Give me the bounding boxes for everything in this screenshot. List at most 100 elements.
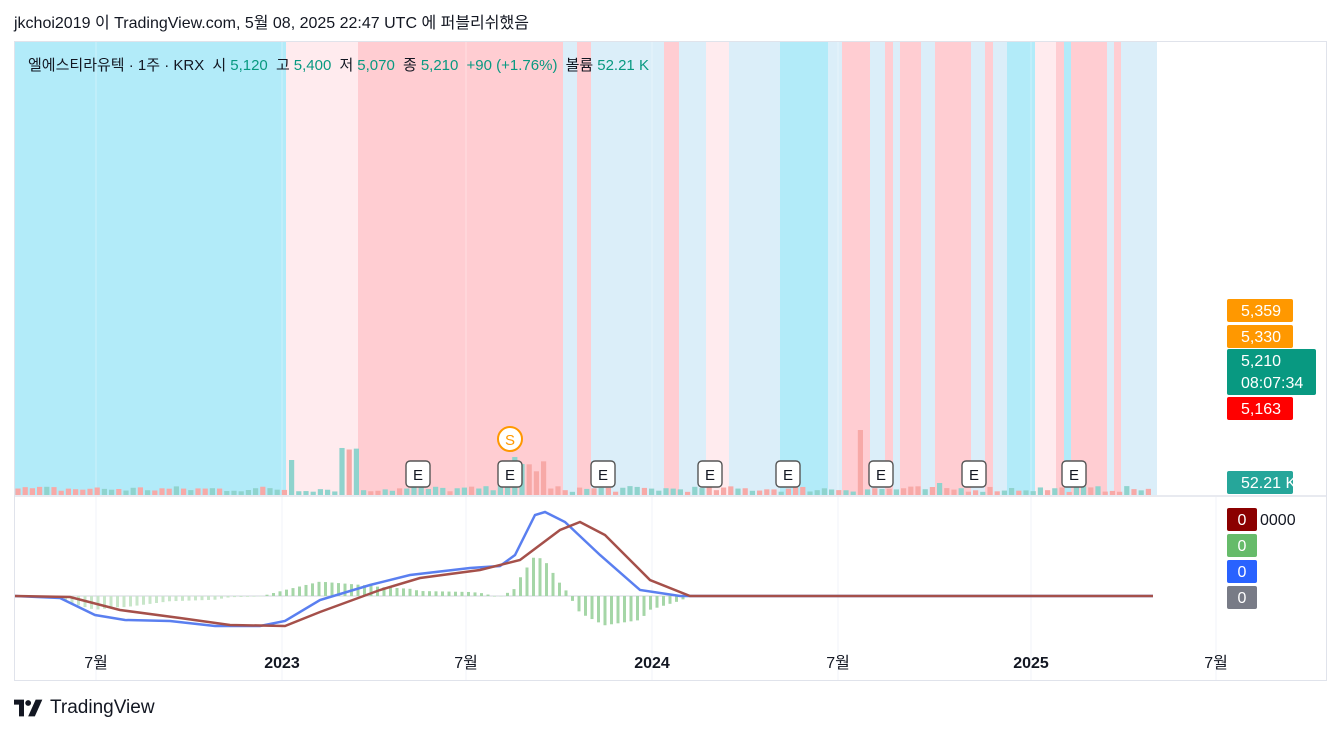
volume-bar	[814, 490, 820, 495]
volume-bar	[706, 486, 712, 495]
split-marker-icon[interactable]: S	[497, 426, 523, 452]
volume-bar	[1045, 490, 1051, 495]
volume-bar	[994, 491, 1000, 495]
regime-band	[828, 42, 842, 495]
open-label: 시	[212, 57, 227, 74]
macd-histogram-bar	[363, 585, 366, 596]
volume-bar	[130, 487, 136, 495]
volume-bar	[865, 489, 871, 495]
volume-bar	[893, 489, 899, 495]
price-badge-bg	[1227, 349, 1316, 395]
volume-bar	[1109, 490, 1115, 495]
macd-histogram-bar	[265, 594, 269, 596]
macd-histogram-bar	[525, 567, 529, 596]
price-badge: 5,163	[1227, 397, 1293, 420]
macd-histogram-bar	[239, 596, 243, 597]
event-marker-icon[interactable]: E	[497, 460, 523, 488]
regime-band	[1035, 42, 1056, 495]
volume-bar	[656, 490, 662, 495]
event-marker-box	[775, 460, 801, 488]
regime-band	[679, 42, 706, 495]
macd-histogram-bar	[226, 596, 230, 598]
volume-bar	[699, 488, 705, 495]
volume-bar	[908, 486, 914, 495]
macd-histogram-bar	[415, 590, 418, 596]
macd-histogram-bar	[259, 596, 262, 597]
macd-value-badge: 0	[1227, 534, 1257, 557]
macd-histogram-bar	[70, 596, 74, 604]
macd-histogram-bar	[135, 596, 139, 606]
volume-bar	[721, 487, 727, 495]
macd-histogram-bar	[577, 596, 581, 612]
event-marker-icon[interactable]: E	[405, 460, 431, 488]
macd-histogram-bar	[545, 563, 548, 596]
event-marker-box	[697, 460, 723, 488]
macd-histogram-bar	[109, 596, 113, 609]
event-marker-box	[1061, 460, 1087, 488]
macd-histogram-bar	[356, 584, 360, 596]
event-marker-label: E	[413, 467, 423, 484]
event-marker-icon[interactable]: E	[590, 460, 616, 488]
macd-histogram-bar	[473, 592, 477, 596]
volume-bar	[922, 489, 928, 495]
volume-bar	[901, 488, 907, 495]
event-marker-icon[interactable]: E	[1061, 460, 1087, 488]
volume-bar	[548, 488, 554, 495]
volume-bar	[915, 486, 921, 495]
time-axis-label: 2025	[1013, 655, 1049, 672]
publisher-header: jkchoi2019 이 TradingView.com, 5월 08, 202…	[14, 15, 529, 32]
macd-histogram-bar	[642, 596, 646, 616]
volume-bar	[843, 490, 849, 495]
macd-histogram-bar	[155, 596, 158, 603]
macd-histogram-bar	[538, 558, 542, 596]
volume-bar	[1124, 486, 1130, 495]
price-badge-countdown: 08:07:34	[1241, 375, 1303, 392]
price-badge-bg	[1227, 325, 1293, 348]
event-marker-label: E	[598, 467, 608, 484]
volume-bar	[807, 491, 813, 495]
event-marker-icon[interactable]: E	[961, 460, 987, 488]
event-marker-icon[interactable]: E	[697, 460, 723, 488]
volume-bar	[562, 490, 568, 495]
volume-bar	[929, 487, 935, 495]
regime-band	[1007, 42, 1035, 495]
regime-band	[893, 42, 900, 495]
price-badge: 5,210 08:07:34	[1227, 349, 1316, 395]
volume-bar	[1009, 488, 1015, 495]
close-value: 5,210	[420, 57, 459, 74]
volume-bar	[850, 491, 856, 495]
volume-bar	[764, 489, 770, 495]
volume-bar	[217, 488, 223, 495]
regime-band	[870, 42, 885, 495]
macd-histogram-bar	[408, 588, 412, 596]
volume-bar	[555, 486, 561, 495]
macd-histogram-bar	[434, 591, 438, 596]
low-label: 저	[339, 57, 354, 74]
volume-bar	[281, 489, 287, 495]
macd-histogram-bar	[304, 584, 308, 596]
macd-histogram-bar	[662, 596, 665, 606]
volume-bar	[785, 488, 791, 495]
volume-bar	[231, 490, 237, 495]
macd-value-badge: 0	[1227, 560, 1257, 583]
change-value: +90 (+1.76%)	[466, 57, 558, 74]
macd-histogram-bar	[252, 596, 256, 597]
macd-histogram-bar	[454, 591, 457, 596]
footer-brand[interactable]: TradingView	[14, 697, 155, 719]
macd-histogram-bar	[220, 596, 223, 599]
macd-badge-value: 0	[1238, 590, 1247, 607]
event-marker-icon[interactable]: E	[868, 460, 894, 488]
volume-bar	[728, 486, 734, 495]
volume-bar	[389, 490, 395, 495]
event-marker-icon[interactable]: E	[775, 460, 801, 488]
volume-bar	[51, 487, 57, 495]
volume-bar	[591, 488, 597, 495]
macd-histogram-bar	[480, 593, 483, 596]
volume-bar	[685, 491, 691, 495]
volume-bar	[353, 448, 359, 495]
macd-histogram-bar	[636, 596, 639, 621]
symbol-name[interactable]: 엘에스티라유텍 · 1주 · KRX	[28, 57, 205, 74]
footer-brand-text: TradingView	[50, 697, 155, 718]
volume-bar	[382, 489, 388, 495]
